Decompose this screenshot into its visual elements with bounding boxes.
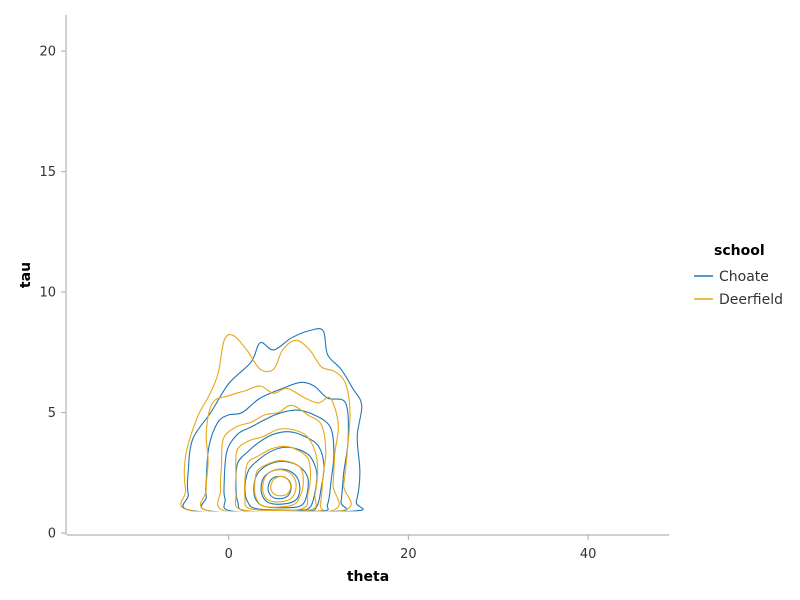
y-tick-label: 5 bbox=[48, 406, 56, 421]
y-tick-label: 0 bbox=[48, 527, 56, 542]
x-tick-label: 20 bbox=[400, 547, 417, 562]
contour-line bbox=[235, 431, 325, 512]
y-axis-ticks: 0 5 10 15 20 bbox=[39, 45, 66, 542]
contour-line bbox=[262, 469, 297, 503]
legend-items: Choate Deerfield bbox=[694, 269, 783, 308]
contour-line bbox=[200, 381, 349, 512]
x-tick-label: 40 bbox=[580, 547, 597, 562]
legend: school Choate Deerfield bbox=[694, 243, 783, 308]
series-deerfield bbox=[180, 333, 352, 512]
contour-line bbox=[223, 409, 335, 512]
contour-line bbox=[270, 475, 292, 497]
series-choate bbox=[182, 327, 364, 512]
legend-title: school bbox=[714, 243, 765, 259]
contour-line bbox=[234, 428, 319, 512]
legend-label: Deerfield bbox=[719, 292, 783, 308]
contour-line bbox=[217, 404, 327, 512]
y-tick-label: 10 bbox=[39, 286, 56, 301]
axes: 0 20 40 0 5 10 15 20 theta tau bbox=[18, 15, 669, 585]
y-axis-title: tau bbox=[18, 262, 34, 288]
x-tick-label: 0 bbox=[225, 547, 233, 562]
contour-line bbox=[244, 446, 318, 511]
contour-line bbox=[199, 385, 340, 512]
contour-line bbox=[243, 445, 312, 512]
y-tick-label: 20 bbox=[39, 45, 56, 60]
x-axis-title: theta bbox=[347, 569, 389, 585]
x-axis-ticks: 0 20 40 bbox=[225, 535, 597, 562]
contour-line bbox=[180, 333, 352, 512]
legend-label: Choate bbox=[719, 269, 769, 285]
plot-area bbox=[180, 327, 364, 512]
contour-line bbox=[253, 460, 304, 508]
contour-layer bbox=[180, 327, 364, 512]
contour-line bbox=[182, 327, 364, 512]
y-tick-label: 15 bbox=[39, 165, 56, 180]
